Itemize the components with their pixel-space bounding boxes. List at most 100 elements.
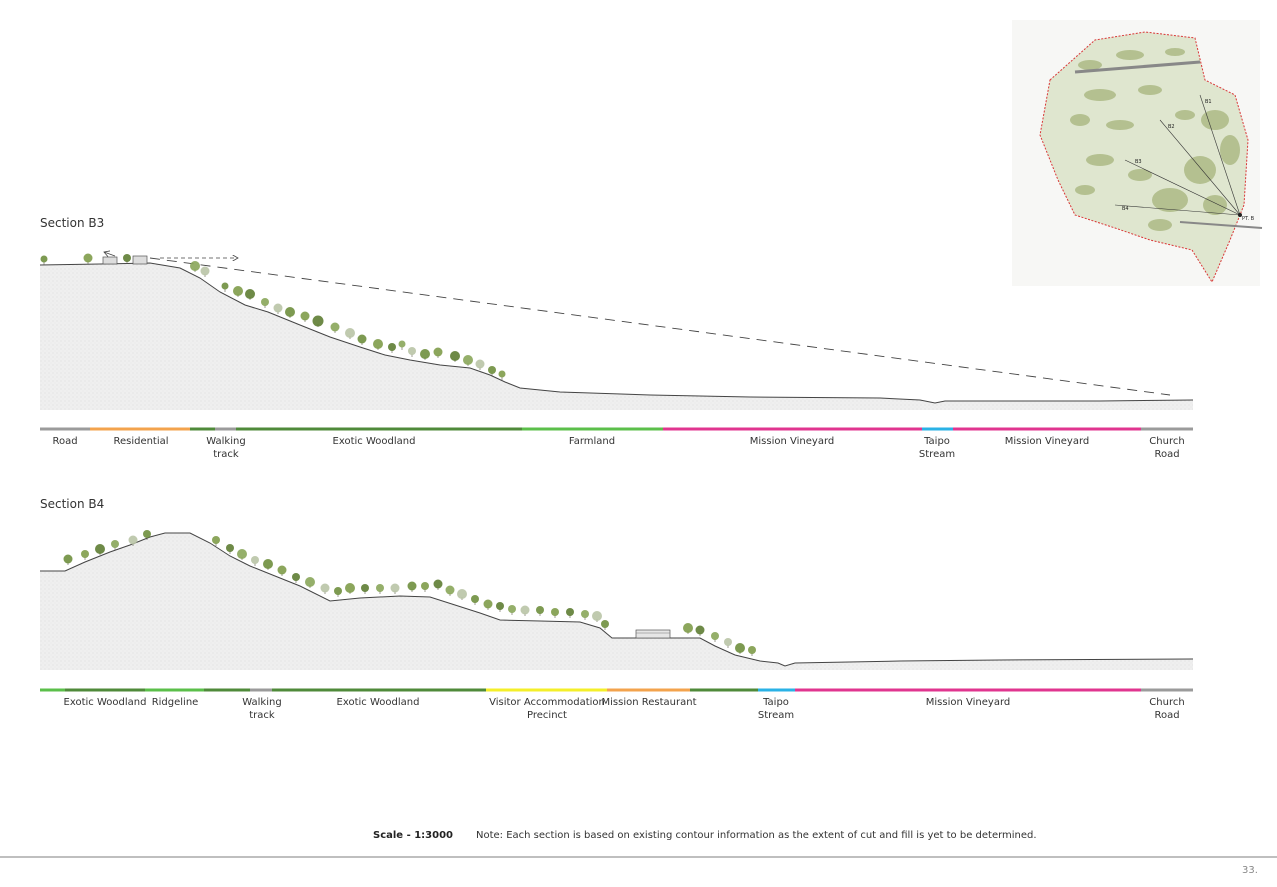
map-label-pt-b: PT. B [1242, 216, 1255, 222]
section-b3-house [102, 256, 118, 265]
tree [711, 632, 719, 642]
tree [450, 351, 460, 362]
zone-label: Ridgeline [152, 697, 199, 708]
tree [748, 646, 756, 656]
tree [345, 328, 355, 339]
zone-label: Road [52, 436, 77, 447]
tree [200, 266, 210, 277]
section-b4-trees [63, 530, 756, 656]
tree [81, 550, 89, 560]
zone-label: Mission Restaurant [602, 697, 697, 708]
zone-label: Mission Vineyard [750, 436, 834, 447]
page-number: 33. [1242, 865, 1258, 876]
zone-label: Exotic Woodland [333, 436, 416, 447]
tree [475, 359, 485, 370]
tree [245, 289, 255, 300]
tree [273, 303, 283, 314]
map-label-b3: B3 [1135, 159, 1142, 165]
tree [95, 544, 105, 555]
tree [463, 355, 473, 366]
zone-label: Walking track [206, 436, 245, 460]
tree [226, 544, 234, 554]
footer-note: Note: Each section is based on existing … [476, 830, 1037, 841]
section-b4: Section B4 Exotic Woodland Ridgeline Walki… [40, 497, 1194, 721]
tree [292, 573, 300, 583]
tree [408, 347, 416, 357]
tree [330, 322, 340, 333]
tree [376, 584, 384, 594]
footer: Scale - 1:3000 Note: Each section is bas… [0, 830, 1277, 876]
section-b3-title: Section B3 [40, 216, 104, 230]
tree [421, 582, 429, 592]
tree [388, 343, 396, 353]
tree [190, 261, 200, 272]
tree [251, 556, 259, 566]
tree [123, 254, 131, 264]
tree [581, 610, 589, 620]
tree [128, 535, 138, 546]
tree [357, 334, 367, 345]
section-b3-ground-line [39, 262, 1194, 404]
tree [277, 565, 287, 576]
tree [483, 599, 493, 610]
tree [508, 605, 516, 615]
tree [496, 602, 504, 612]
zone-label: Visitor Accommodation Precinct [489, 697, 605, 721]
zone-label: Walking track [242, 697, 281, 721]
church-road [1179, 221, 1263, 229]
tree [143, 530, 151, 540]
tree [300, 311, 310, 322]
tree [361, 584, 369, 594]
section-b4-zone-bar: Exotic Woodland Ridgeline Walking track Exot… [40, 688, 1193, 721]
section-b3-house [132, 255, 148, 265]
tree [40, 255, 48, 265]
zone-label: Exotic Woodland [337, 697, 420, 708]
tree [520, 605, 530, 616]
main-road [1074, 60, 1201, 74]
zone-label: Residential [113, 436, 168, 447]
tree [390, 583, 400, 594]
tree [683, 623, 693, 634]
tree [445, 585, 455, 596]
map-label-b4: B4 [1122, 206, 1129, 212]
tree [111, 540, 119, 550]
zone-label: Church Road [1149, 436, 1184, 460]
tree [457, 589, 467, 600]
vegetation-patches [1070, 48, 1240, 231]
key-map: B1 B2 B3 B4 PT. B [1012, 20, 1263, 286]
tree [433, 347, 443, 358]
section-b3: Section B3 Road Residential Walking track Ex… [39, 216, 1194, 460]
tree [566, 608, 574, 618]
tree [320, 583, 330, 594]
tree [237, 549, 247, 560]
tree [488, 366, 496, 376]
tree [735, 643, 745, 654]
tree [592, 611, 602, 622]
zone-label: Church Road [1149, 697, 1184, 721]
tree [261, 298, 269, 308]
section-b4-ground-line [40, 532, 1194, 667]
tree [695, 625, 705, 636]
tree [433, 579, 443, 590]
tree [398, 340, 406, 350]
tree [83, 253, 93, 264]
map-label-b1: B1 [1205, 99, 1212, 105]
section-b3-back-arrow [104, 252, 116, 256]
tree [345, 583, 355, 594]
zone-label: Mission Vineyard [926, 697, 1010, 708]
tree [285, 307, 295, 318]
zone-label: Taipo Stream [758, 697, 794, 721]
section-b3-zone-bar: Road Residential Walking track Exotic Woodla… [40, 427, 1193, 460]
tree [601, 620, 609, 630]
tree [63, 554, 73, 565]
tree [334, 587, 342, 597]
section-b4-building [635, 629, 671, 639]
zone-label: Mission Vineyard [1005, 436, 1089, 447]
tree [312, 315, 324, 327]
section-b4-ground [40, 533, 1193, 670]
zone-label: Exotic Woodland [64, 697, 147, 708]
scale-label: Scale - 1:3000 [373, 830, 453, 841]
section-b3-sightline [149, 257, 1171, 396]
tree [724, 638, 732, 648]
